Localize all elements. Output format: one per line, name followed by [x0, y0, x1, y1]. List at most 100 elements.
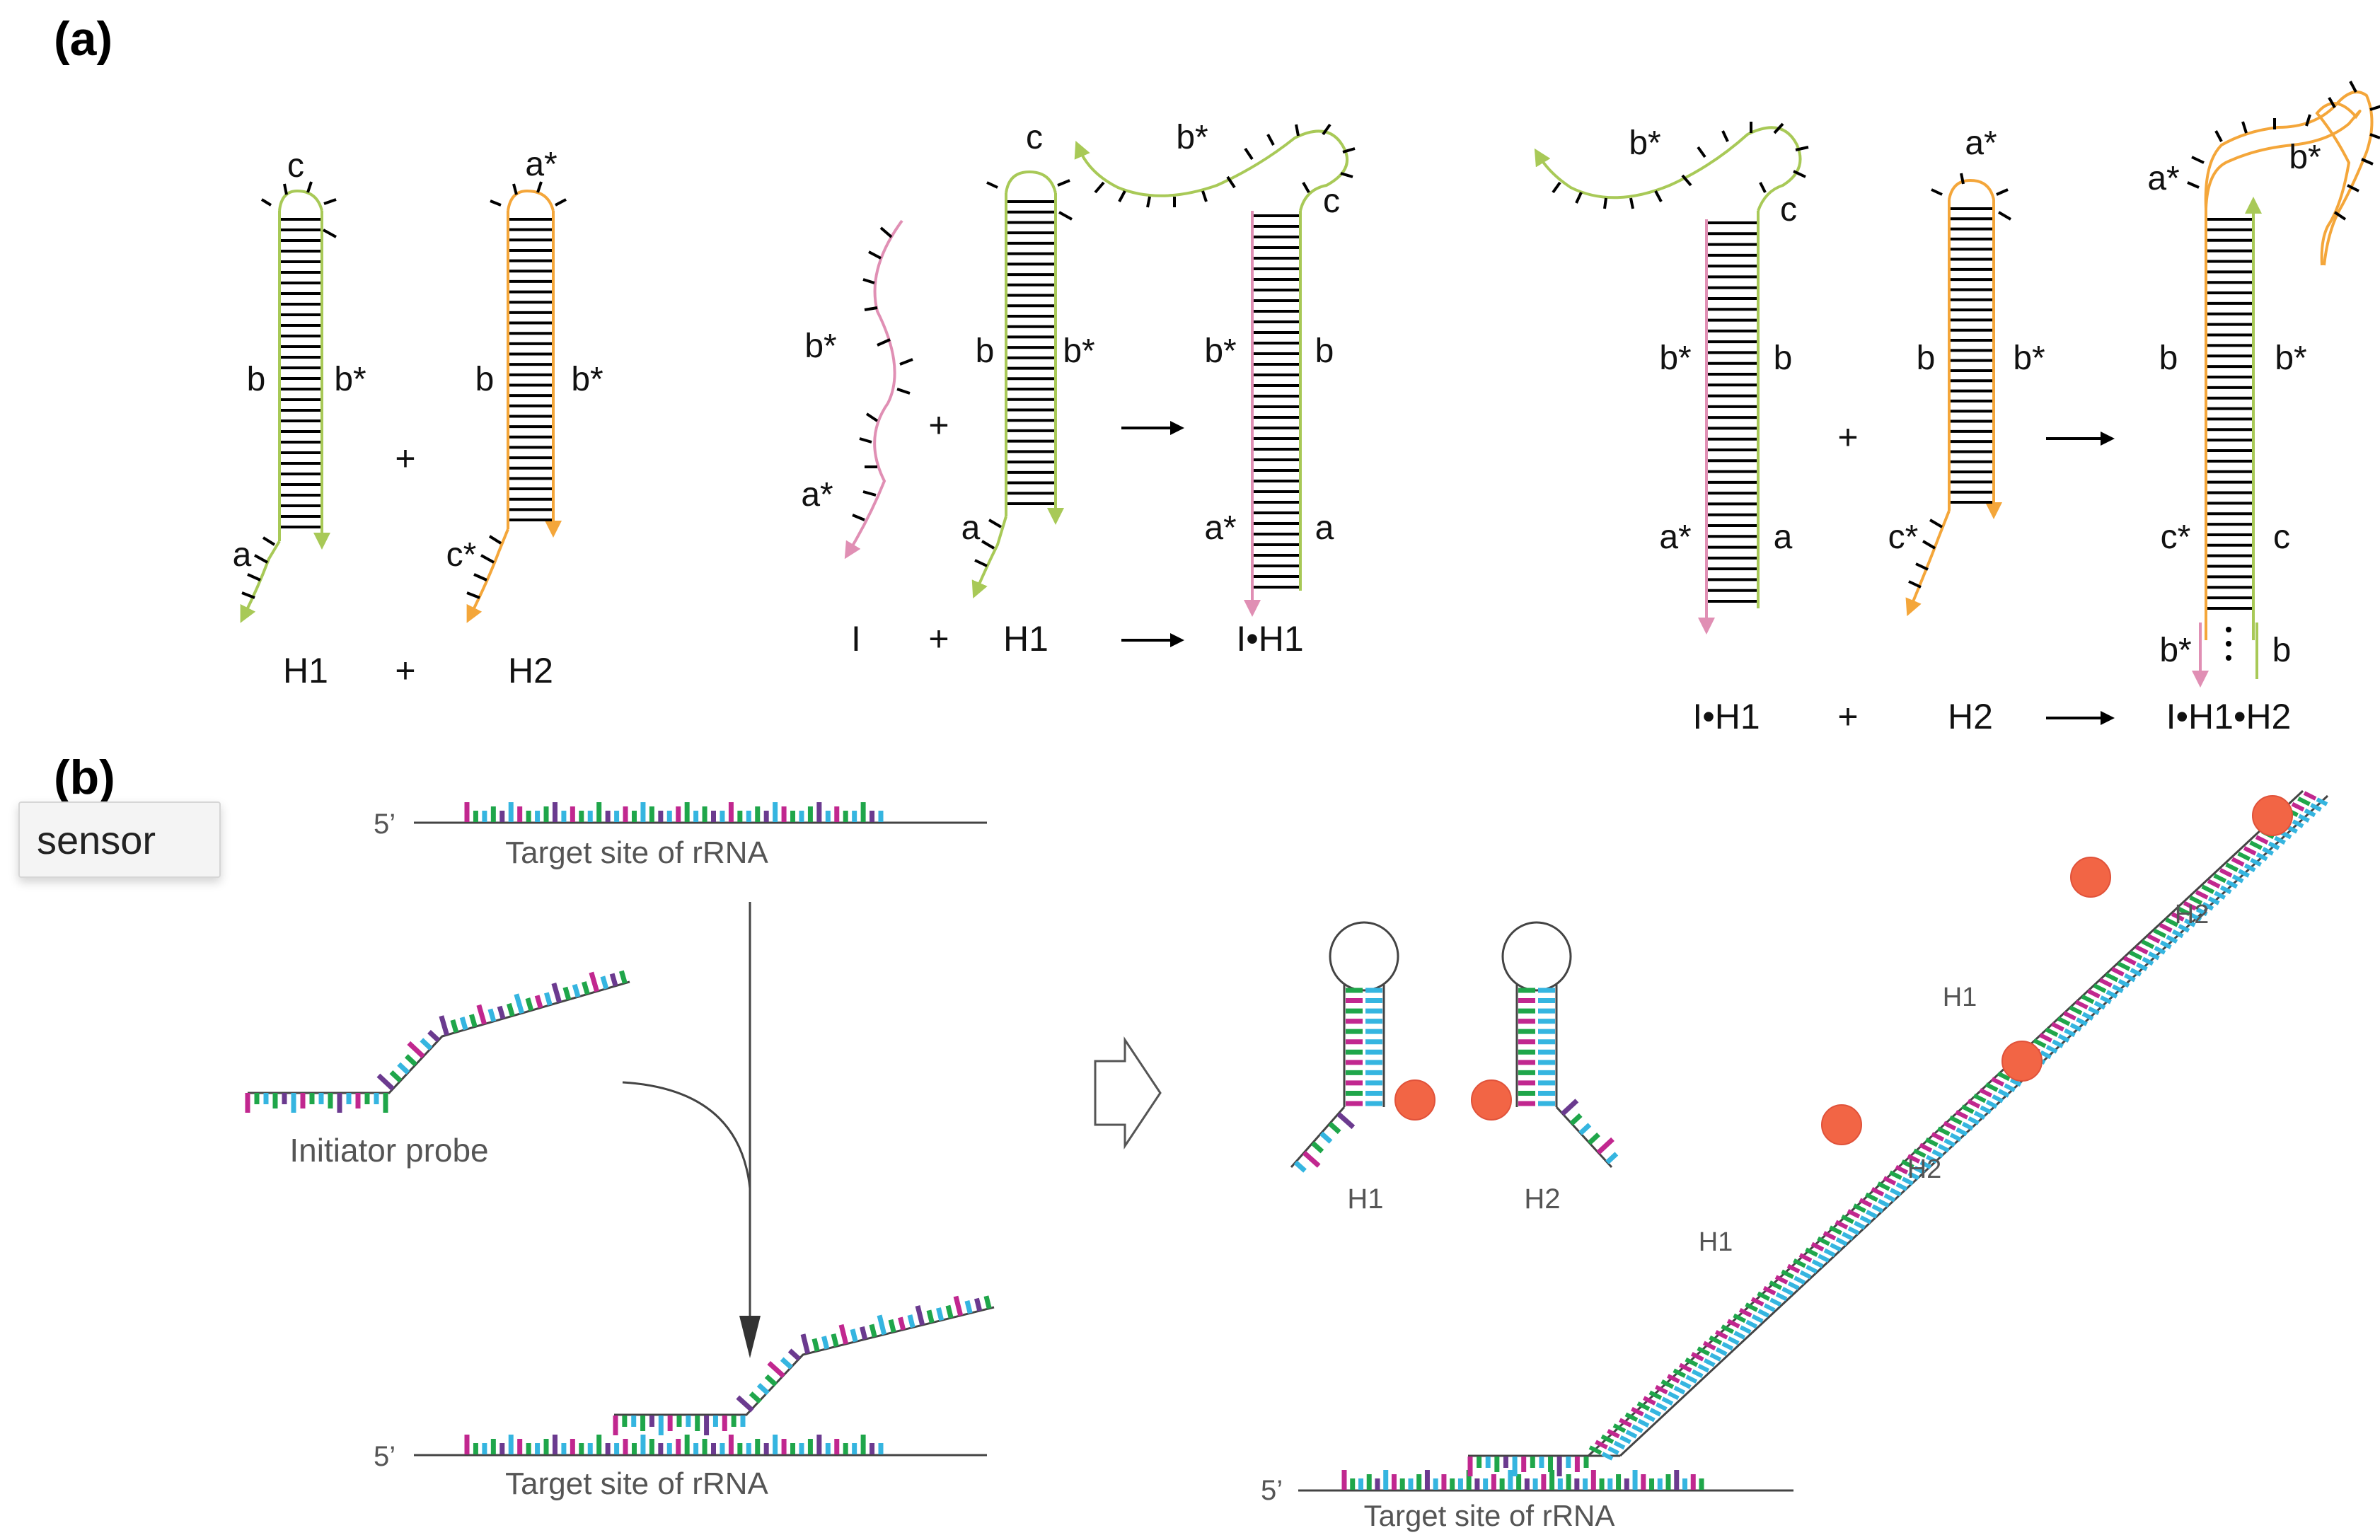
chain-pair	[2100, 995, 2112, 1005]
chain-pair	[2237, 851, 2251, 862]
chain-pair	[1649, 1408, 1662, 1417]
five-prime-bottom-right: 5’	[1261, 1475, 1283, 1506]
nucleotide	[1560, 1099, 1579, 1116]
chain-pair	[1968, 1116, 1980, 1125]
chain-pair	[1769, 1280, 1782, 1290]
nucleotide	[581, 981, 590, 995]
chain-pair	[1883, 1193, 1896, 1203]
chain-pair	[1878, 1198, 1890, 1208]
chain-pair	[1943, 1138, 1956, 1147]
product1-base-pairs	[1254, 214, 1299, 589]
polymer-fluorophore-4	[1821, 1104, 1862, 1145]
eq2-i: I	[851, 619, 861, 659]
chain-pair	[1697, 1363, 1710, 1373]
chain-pair	[2249, 840, 2263, 850]
sensor-tooltip: sensor	[18, 801, 221, 878]
hairpin-h1	[240, 181, 337, 623]
chain-pair	[1745, 1319, 1758, 1329]
chain-pair	[2064, 1028, 2076, 1038]
chain-pair	[2081, 994, 2095, 1005]
nucleotide	[404, 1054, 417, 1067]
nucleotide	[589, 971, 599, 992]
nucleotide	[831, 1333, 839, 1348]
process-curve	[622, 1081, 751, 1189]
step2-h2-base-pairs	[1951, 207, 1992, 504]
h2-tail-nucleotides	[1560, 1099, 1619, 1164]
plus-sign: +	[395, 439, 415, 478]
nucleotide	[1578, 1123, 1592, 1135]
chain-pair	[1853, 1203, 1866, 1213]
chain-pair	[1890, 1188, 1902, 1197]
nucleotide	[1336, 1112, 1356, 1130]
chain-pair	[1762, 1285, 1777, 1296]
chain-pair	[1697, 1346, 1711, 1356]
nucleotide	[1605, 1152, 1619, 1164]
chain-pair	[2004, 1083, 2016, 1092]
chain-pair	[1775, 1292, 1788, 1302]
chain-pair	[1967, 1099, 1981, 1108]
chain-pair	[1661, 1396, 1674, 1406]
nucleotide	[821, 1336, 830, 1350]
chain-pair	[2292, 819, 2304, 828]
h1-left-label: b	[247, 361, 266, 398]
step1-hairpin-h1	[971, 170, 1073, 599]
product2-right-bottom: b	[2272, 632, 2292, 669]
chain-pair	[2268, 841, 2280, 850]
chain-pair	[2207, 879, 2221, 889]
nucleotide	[1587, 1133, 1600, 1145]
eq3-plus: +	[1837, 697, 1858, 736]
chain-pair	[2195, 890, 2209, 900]
chain-pair	[1612, 1423, 1627, 1433]
h2-free-label: H2	[1524, 1183, 1560, 1215]
chain-pair	[2153, 928, 2167, 939]
chain-pair	[1601, 1452, 1614, 1461]
polymer-base-pairs	[1588, 791, 2328, 1461]
chain-pair	[2297, 797, 2311, 806]
nucleotide	[1311, 1141, 1324, 1154]
step2-left-top: b*	[1659, 340, 1691, 377]
chain-pair	[1997, 1089, 2010, 1098]
chain-pair	[1774, 1275, 1789, 1285]
chain-pair	[1818, 1254, 1830, 1263]
five-prime-top: 5’	[374, 809, 395, 840]
chain-pair	[1666, 1374, 1680, 1384]
h1-loop-ticks	[241, 181, 337, 599]
chain-pair	[1907, 1154, 1921, 1164]
chain-pair	[1757, 1309, 1770, 1318]
chain-pair	[1643, 1396, 1656, 1406]
nucleotide	[562, 986, 572, 1001]
nucleotide	[974, 1297, 983, 1312]
hybrid-probe-nucleotides-c	[800, 1295, 992, 1355]
chain-pair	[1648, 1390, 1663, 1400]
chain-pair	[2039, 1033, 2052, 1043]
chain-pair	[2190, 913, 2202, 922]
chain-pair	[1992, 1094, 2004, 1104]
h1-loop-label: c	[287, 147, 304, 185]
chain-pair	[1895, 1164, 1909, 1175]
h1-tail-label: a	[233, 536, 252, 574]
chain-pair	[1889, 1170, 1902, 1181]
nucleotide	[543, 992, 553, 1006]
chain-pair	[2159, 922, 2173, 933]
eq2-h1: H1	[1003, 619, 1049, 659]
chain-label-h1-lower: H1	[1699, 1227, 1733, 1257]
chain-pair	[1823, 1248, 1836, 1258]
hybrid-probe-nucleotides	[613, 1415, 746, 1435]
chain-pair	[1631, 1406, 1644, 1417]
panel-a-label: (a)	[54, 12, 112, 66]
chain-pair	[2142, 956, 2154, 966]
h1-tail-nucleotides	[1293, 1112, 1356, 1173]
nucleotide	[506, 1002, 515, 1017]
chain-pair	[1763, 1303, 1776, 1312]
chain-pair	[1619, 1418, 1632, 1428]
chain-pair	[2105, 972, 2119, 983]
chain-pair	[1655, 1384, 1668, 1395]
step2-hairpin-h2	[1905, 173, 2012, 617]
chain-pair	[1985, 1082, 1999, 1092]
chain-pair	[2099, 978, 2113, 988]
nucleotide	[497, 1005, 506, 1019]
chain-pair	[2069, 1005, 2083, 1015]
chain-pair	[2226, 879, 2239, 889]
chain-pair	[1727, 1336, 1740, 1345]
